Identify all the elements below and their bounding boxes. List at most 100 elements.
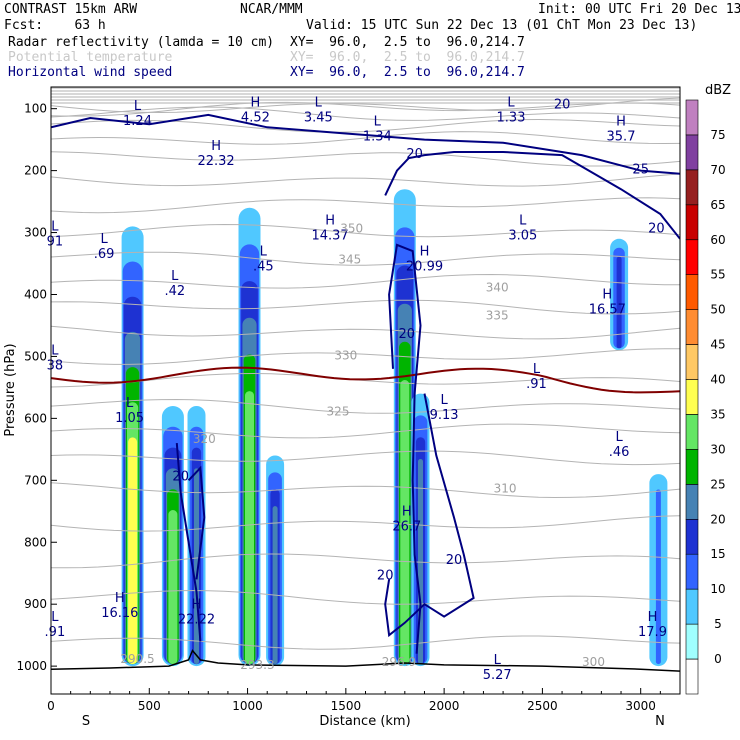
colorbar-swatch (685, 484, 699, 520)
extremum-kind-label: L (51, 343, 59, 358)
colorbar-swatch (685, 588, 699, 625)
extremum-value-label: 3.05 (508, 228, 537, 243)
colorbar-swatch (685, 99, 699, 136)
colorbar-level-label: 75 (710, 128, 725, 142)
extremum-value-label: 20.99 (406, 259, 443, 274)
theta-contour (51, 101, 680, 117)
extremum-value-label: 16.57 (589, 303, 626, 318)
extremum-value-label: 16.16 (101, 606, 138, 621)
theta-contour-label: 290.5 (120, 652, 154, 666)
colorbar-level-label: 0 (714, 652, 722, 666)
field2-name: Potential temperature (8, 50, 173, 65)
reflectivity-band (245, 391, 254, 665)
colorbar-level-label: 45 (710, 338, 725, 352)
extremum-value-label: 1.34 (363, 129, 392, 144)
wind-contour-label: 20 (554, 98, 571, 113)
theta-contour (51, 223, 680, 238)
colorbar-swatch (685, 623, 699, 660)
extremum-value-label: 22.32 (197, 154, 234, 169)
extremum-value-label: 5.27 (483, 668, 512, 683)
extremum-kind-label: L (494, 653, 502, 668)
colorbar-swatch (685, 274, 699, 310)
extremum-value-label: 1.24 (123, 114, 152, 129)
colorbar-swatch (685, 309, 699, 345)
x-right-end-label: N (655, 714, 665, 729)
field3-name: Horizontal wind speed (8, 65, 173, 80)
extremum-kind-label: H (648, 610, 658, 625)
field3-xy: XY= 96.0, 2.5 to 96.0,214.7 (290, 65, 525, 80)
x-tick-label: 2000 (429, 699, 460, 713)
theta-contour (51, 299, 680, 315)
extremum-kind-label: H (192, 597, 202, 612)
extremum-value-label: 38 (47, 358, 64, 373)
extremum-value-label: 22.22 (178, 612, 215, 627)
extremum-kind-label: L (519, 213, 527, 228)
colorbar-level-label: 55 (710, 268, 725, 282)
reflectivity-band (272, 506, 278, 665)
extremum-kind-label: L (134, 99, 142, 114)
wind-contour-label: 20 (399, 327, 416, 342)
reflectivity-band (168, 510, 178, 665)
y-tick-label: 300 (24, 226, 47, 240)
colorbar-swatch (685, 449, 699, 485)
header-line1-left: CONTRAST 15km ARW (4, 2, 138, 17)
extremum-kind-label: L (100, 232, 108, 247)
extremum-kind-label: H (115, 591, 125, 606)
theta-contour (51, 515, 680, 532)
colorbar-swatch (685, 239, 699, 276)
colorbar-level-label: 40 (710, 373, 725, 387)
reflectivity-band (128, 437, 138, 665)
wind-contour (384, 151, 680, 240)
colorbar-swatch (685, 414, 699, 450)
header-line2-right: Valid: 15 UTC Sun 22 Dec 13 (01 ChT Mon … (306, 18, 698, 33)
extremum-value-label: 1.05 (115, 411, 144, 426)
wind-contour (175, 443, 202, 642)
colorbar-swatch (685, 134, 699, 171)
colorbar-level-label: 10 (710, 582, 725, 596)
header-line1-mid: NCAR/MMM (240, 2, 303, 17)
extremum-value-label: 26.7 (392, 520, 421, 535)
extremum-kind-label: L (533, 362, 541, 377)
extremum-kind-label: H (211, 139, 221, 154)
colorbar-swatch (685, 379, 699, 415)
extremum-kind-label: H (420, 244, 430, 259)
y-tick-label: 700 (24, 473, 47, 487)
colorbar-title: dBZ (705, 83, 731, 98)
colorbar-level-label: 65 (710, 198, 725, 212)
x-tick-label: 500 (138, 699, 161, 713)
reflectivity-cell (121, 226, 144, 667)
theta-contour (51, 97, 680, 114)
y-tick-label: 800 (24, 535, 47, 549)
y-tick-label: 600 (24, 411, 47, 425)
theta-contour (51, 372, 680, 388)
colorbar-swatch (685, 204, 699, 241)
wind-contour-label: 20 (446, 553, 463, 568)
theta-contour-label: 325 (327, 404, 350, 418)
theta-contour (51, 398, 680, 414)
theta-contour (51, 482, 680, 499)
extremum-kind-label: L (440, 393, 448, 408)
freezing-level-line (51, 366, 680, 394)
extremum-value-label: 35.7 (607, 129, 636, 144)
extremum-kind-label: H (251, 96, 261, 111)
colorbar-swatch (685, 658, 699, 695)
extremum-value-label: 14.37 (311, 228, 348, 243)
reflectivity-cell (393, 189, 416, 667)
theta-contour (51, 251, 680, 266)
x-tick-label: 2500 (527, 699, 558, 713)
colorbar-swatch (685, 518, 699, 555)
extremum-kind-label: L (615, 430, 623, 445)
extremum-value-label: .45 (253, 259, 274, 274)
colorbar-level-label: 20 (710, 512, 725, 526)
wind-contour (388, 243, 422, 654)
colorbar-level-label: 15 (710, 547, 725, 561)
theta-contour (51, 151, 680, 167)
header-line1-right: Init: 00 UTC Fri 20 Dec 13 (538, 2, 740, 17)
x-tick-label: 1500 (331, 699, 362, 713)
theta-contour-label: 293.3 (240, 658, 274, 672)
colorbar-swatch (685, 344, 699, 380)
header-line2-left: Fcst: 63 h (4, 18, 106, 33)
colorbar-level-label: 60 (710, 233, 725, 247)
reflectivity-cell (238, 207, 261, 667)
